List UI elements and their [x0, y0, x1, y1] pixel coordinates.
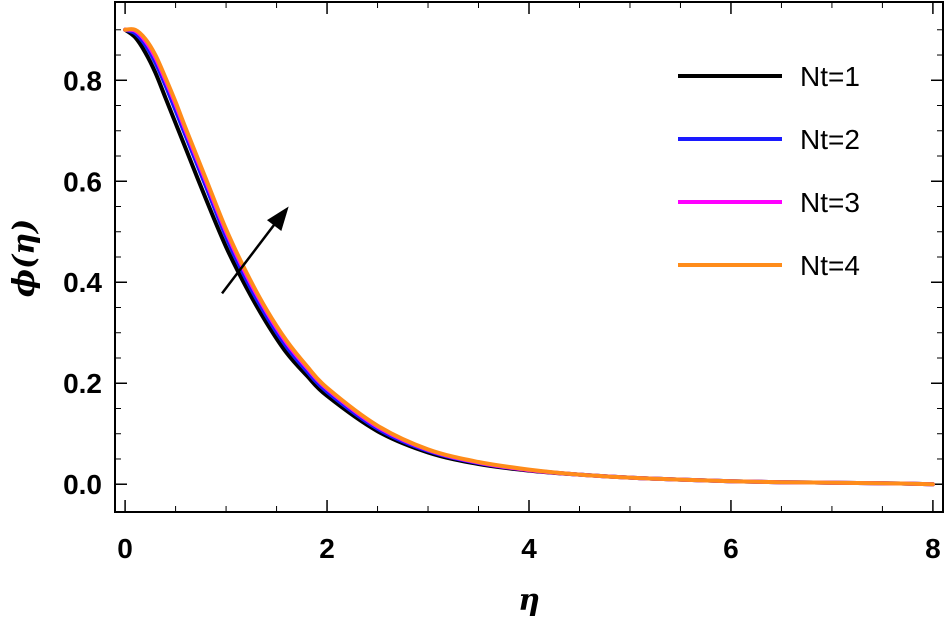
legend-label: Nt=3: [800, 187, 860, 218]
tick-marks: [115, 2, 943, 512]
x-tick-label: 8: [925, 533, 941, 564]
x-tick-label: 6: [723, 533, 739, 564]
x-tick-label: 0: [117, 533, 133, 564]
legend: Nt=1 Nt=2 Nt=3 Nt=4: [678, 61, 860, 281]
y-tick-label: 0.8: [63, 65, 102, 96]
x-axis-title: η: [518, 583, 540, 618]
legend-label: Nt=1: [800, 61, 860, 92]
x-tick-label: 2: [319, 533, 335, 564]
y-tick-label: 0.0: [63, 469, 102, 500]
trend-arrow: [221, 206, 289, 295]
arrow-shaft: [221, 220, 278, 295]
y-axis-title: ϕ(η): [7, 219, 42, 297]
arrow-head: [266, 206, 289, 232]
y-tick-label: 0.4: [63, 267, 102, 298]
y-tick-label: 0.2: [63, 368, 102, 399]
y-tick-label: 0.6: [63, 166, 102, 197]
x-tick-label: 4: [521, 533, 537, 564]
legend-label: Nt=2: [800, 124, 860, 155]
series-line-nt-4: [123, 27, 935, 487]
tick-labels: 0 2 4 6 8 0.0 0.2 0.4 0.6 0.8: [63, 65, 941, 564]
legend-label: Nt=4: [800, 250, 860, 281]
series-lines: [123, 27, 935, 487]
